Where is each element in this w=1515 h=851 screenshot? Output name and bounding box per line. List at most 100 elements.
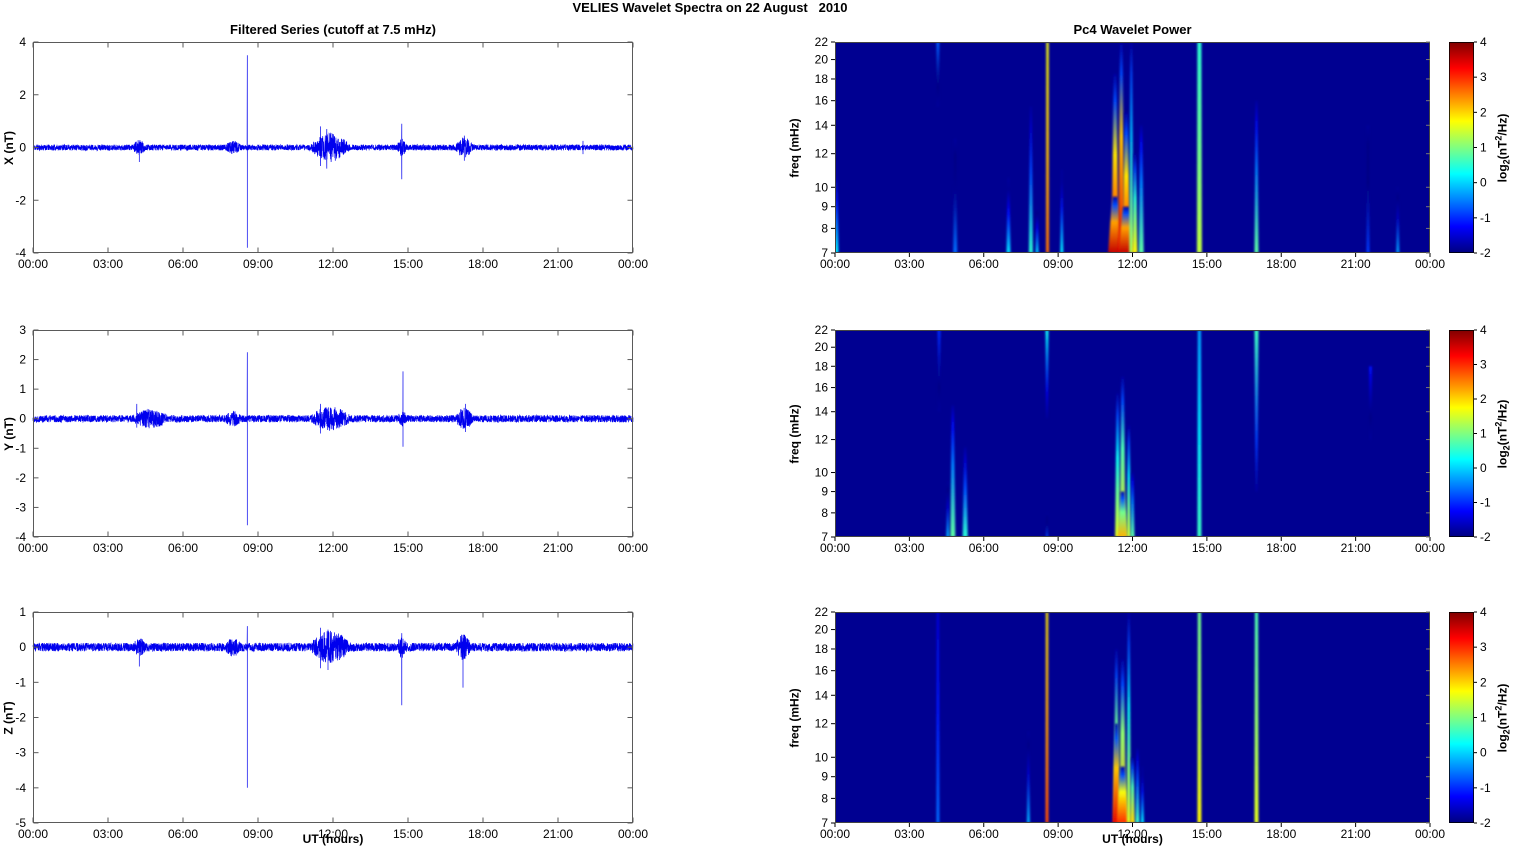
tick-label: 21:00	[1341, 257, 1371, 271]
tick-label: 18	[815, 72, 829, 86]
tick-label: 0	[1480, 746, 1487, 760]
tick-label: 06:00	[168, 827, 198, 841]
tick-label: 12:00	[318, 827, 348, 841]
tick-label: 00:00	[820, 541, 850, 555]
tick-label: 00:00	[1415, 541, 1445, 555]
tick-label: 03:00	[93, 827, 123, 841]
tick-label: 06:00	[969, 541, 999, 555]
tick-label: 7	[821, 816, 828, 830]
tick-label: 18:00	[468, 827, 498, 841]
series-line	[32, 626, 634, 788]
tick-label: 21:00	[543, 827, 573, 841]
freq-axis-label-z: freq (mHz)	[788, 687, 802, 748]
tick-label: 06:00	[168, 257, 198, 271]
tick-label: 12:00	[318, 541, 348, 555]
tick-label: -2	[1480, 530, 1491, 544]
y-axis-label-y: Y (nT)	[2, 416, 16, 451]
tick-label: 1	[1480, 141, 1487, 155]
tick-label: 03:00	[894, 827, 924, 841]
tick-label: 16	[815, 94, 829, 108]
tick-label: 0	[19, 412, 26, 426]
timeseries-panel-z: 00:00 03:00 06:00 09:00 12:00 15:00 18:00 21:00…	[15, 605, 648, 841]
tick-label: 12	[815, 147, 829, 161]
tick-label: 3	[19, 323, 26, 337]
right-column-title: Pc4 Wavelet Power	[1073, 22, 1192, 37]
colorbar-y: 4 3 2 1 0 -1 -2	[1449, 323, 1491, 544]
tick-label: 7	[821, 246, 828, 260]
tick-label: 3	[1480, 358, 1487, 372]
spectrogram-plot-y: 00:00 03:00 06:00 09:00 12:00 15:00 18:00 21:00…	[815, 323, 1446, 555]
tick-label: 9	[821, 770, 828, 784]
tick-label: 00:00	[618, 257, 648, 271]
tick-label: 10	[815, 466, 829, 480]
spectrogram-plot-x: 00:00 03:00 06:00 09:00 12:00 15:00 18:00 21:00…	[815, 35, 1446, 271]
tick-label: -2	[15, 471, 26, 485]
tick-label: 2	[1480, 105, 1487, 119]
spectrogram-streaks	[835, 42, 1400, 253]
tick-label: 03:00	[894, 541, 924, 555]
series-line	[32, 55, 634, 248]
tick-label: 1	[19, 605, 26, 619]
tick-label: -2	[1480, 246, 1491, 260]
tick-label: 21:00	[1341, 541, 1371, 555]
left-column-title: Filtered Series (cutoff at 7.5 mHz)	[230, 22, 436, 37]
tick-label: 03:00	[93, 541, 123, 555]
tick-label: 18	[815, 359, 829, 373]
tick-label: -1	[1480, 496, 1491, 510]
tick-label: 8	[821, 221, 828, 235]
x-axis-label-right: UT (hours)	[1102, 832, 1163, 846]
tick-label: 15:00	[393, 257, 423, 271]
colorbar-label-z: log2(nT2/Hz)	[1493, 683, 1512, 752]
spectrogram-panel-z: 00:00 03:00 06:00 09:00 12:00 15:00 18:00 21:00…	[815, 605, 1446, 841]
tick-label: -3	[15, 500, 26, 514]
tick-label: 9	[821, 200, 828, 214]
tick-label: 00:00	[18, 257, 48, 271]
tick-label: 21:00	[543, 541, 573, 555]
tick-label: 09:00	[243, 541, 273, 555]
tick-label: 1	[19, 382, 26, 396]
tick-label: 12	[815, 717, 829, 731]
tick-label: 00:00	[1415, 257, 1445, 271]
spectrogram-streaks	[936, 612, 1259, 823]
figure-title: VELIES Wavelet Spectra on 22 August 2010	[572, 0, 848, 15]
tick-label: 00:00	[18, 541, 48, 555]
tick-label: 3	[1480, 640, 1487, 654]
tick-label: 18:00	[1266, 541, 1296, 555]
tick-label: 09:00	[1043, 827, 1073, 841]
tick-label: 2	[19, 88, 26, 102]
tick-label: -2	[15, 711, 26, 725]
tick-label: 16	[815, 664, 829, 678]
colorbar-label-y: log2(nT2/Hz)	[1493, 399, 1512, 468]
tick-label: 10	[815, 180, 829, 194]
tick-label: 14	[815, 405, 829, 419]
timeseries-panel-y: 00:00 03:00 06:00 09:00 12:00 15:00 18:00 21:00…	[15, 323, 648, 555]
tick-label: -4	[15, 530, 26, 544]
freq-axis-label-x: freq (mHz)	[788, 117, 802, 178]
timeseries-panel-x: 00:00 03:00 06:00 09:00 12:00 15:00 18:00 21:00…	[15, 35, 648, 271]
tick-label: 12:00	[1117, 257, 1147, 271]
tick-label: 15:00	[1192, 257, 1222, 271]
tick-label: 09:00	[243, 827, 273, 841]
tick-label: 00:00	[618, 541, 648, 555]
tick-label: 0	[19, 141, 26, 155]
tick-label: 00:00	[618, 827, 648, 841]
timeseries-plot-z: 00:00 03:00 06:00 09:00 12:00 15:00 18:00 21:00…	[15, 605, 648, 841]
y-axis-label-z: Z (nT)	[2, 700, 17, 735]
tick-label: 21:00	[543, 257, 573, 271]
tick-label: 03:00	[93, 257, 123, 271]
tick-label: 09:00	[243, 257, 273, 271]
tick-label: 18:00	[468, 257, 498, 271]
spectrogram-panel-y: 00:00 03:00 06:00 09:00 12:00 15:00 18:00 21:00…	[815, 323, 1446, 555]
spectrogram-plot-z: 00:00 03:00 06:00 09:00 12:00 15:00 18:00 21:00…	[815, 605, 1446, 841]
tick-label: -1	[15, 675, 26, 689]
colorbar-gradient-z: 4 3 2 1 0 -1 -2	[1449, 605, 1491, 830]
tick-label: 12:00	[318, 257, 348, 271]
tick-label: 8	[821, 791, 828, 805]
tick-label: 00:00	[1415, 827, 1445, 841]
tick-label: 00:00	[820, 827, 850, 841]
tick-label: -1	[1480, 781, 1491, 795]
colorbar-gradient-x: 4 3 2 1 0 -1 -2	[1449, 35, 1491, 260]
tick-label: -3	[15, 746, 26, 760]
tick-label: 15:00	[393, 827, 423, 841]
tick-label: 2	[19, 353, 26, 367]
